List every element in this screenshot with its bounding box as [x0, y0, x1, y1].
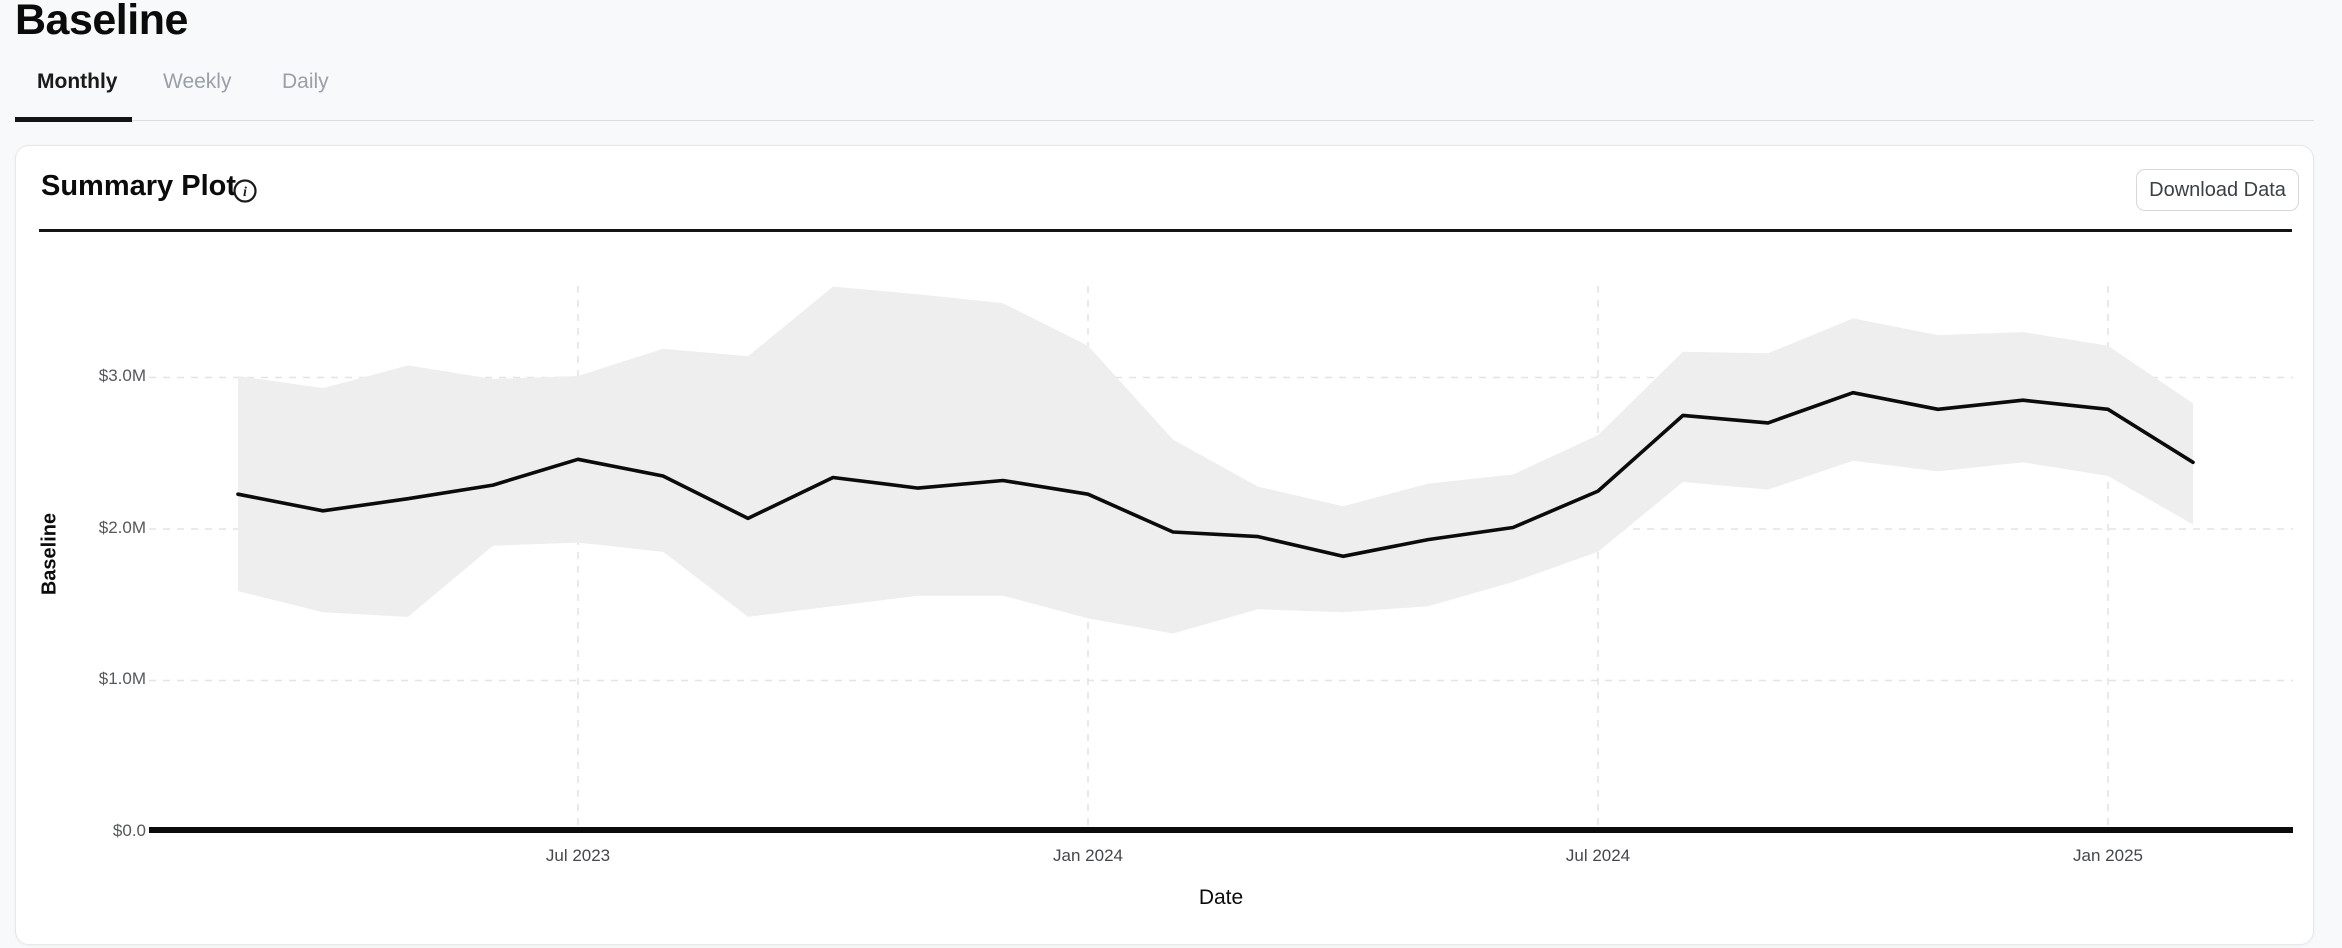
x-axis-line — [149, 827, 2293, 833]
info-icon[interactable]: i — [233, 179, 257, 203]
page-title: Baseline — [15, 0, 188, 44]
x-tick-jul-2024: Jul 2024 — [1565, 846, 1631, 865]
y-tick-0: $0.0 — [112, 821, 146, 840]
active-tab-indicator — [15, 117, 132, 122]
download-data-button[interactable]: Download Data — [2136, 169, 2299, 211]
x-tick-jan-2025: Jan 2025 — [2073, 846, 2143, 865]
card-heading-divider — [39, 229, 2292, 232]
x-tick-jul-2023: Jul 2023 — [545, 846, 611, 865]
baseline-line — [236, 390, 2195, 559]
card-heading: Summary Plot — [41, 170, 236, 202]
tabs-divider — [15, 120, 2314, 121]
confidence-band — [238, 286, 2193, 634]
tab-weekly[interactable]: Weekly — [163, 70, 232, 93]
x-tick-jan-2024: Jan 2024 — [1053, 846, 1123, 865]
summary-plot-card: Summary Plot i Download Data $3.0M $2.0M… — [15, 145, 2314, 945]
x-axis-title: Date — [1198, 886, 1244, 909]
y-tick-3m: $3.0M — [98, 366, 146, 385]
tab-daily[interactable]: Daily — [282, 70, 329, 93]
y-tick-2m: $2.0M — [98, 518, 146, 537]
y-tick-1m: $1.0M — [98, 669, 146, 688]
svg-text:i: i — [243, 185, 247, 200]
tab-monthly[interactable]: Monthly — [37, 70, 118, 93]
y-axis-title: Baseline — [38, 512, 61, 596]
summary-plot-chart — [149, 286, 2293, 833]
